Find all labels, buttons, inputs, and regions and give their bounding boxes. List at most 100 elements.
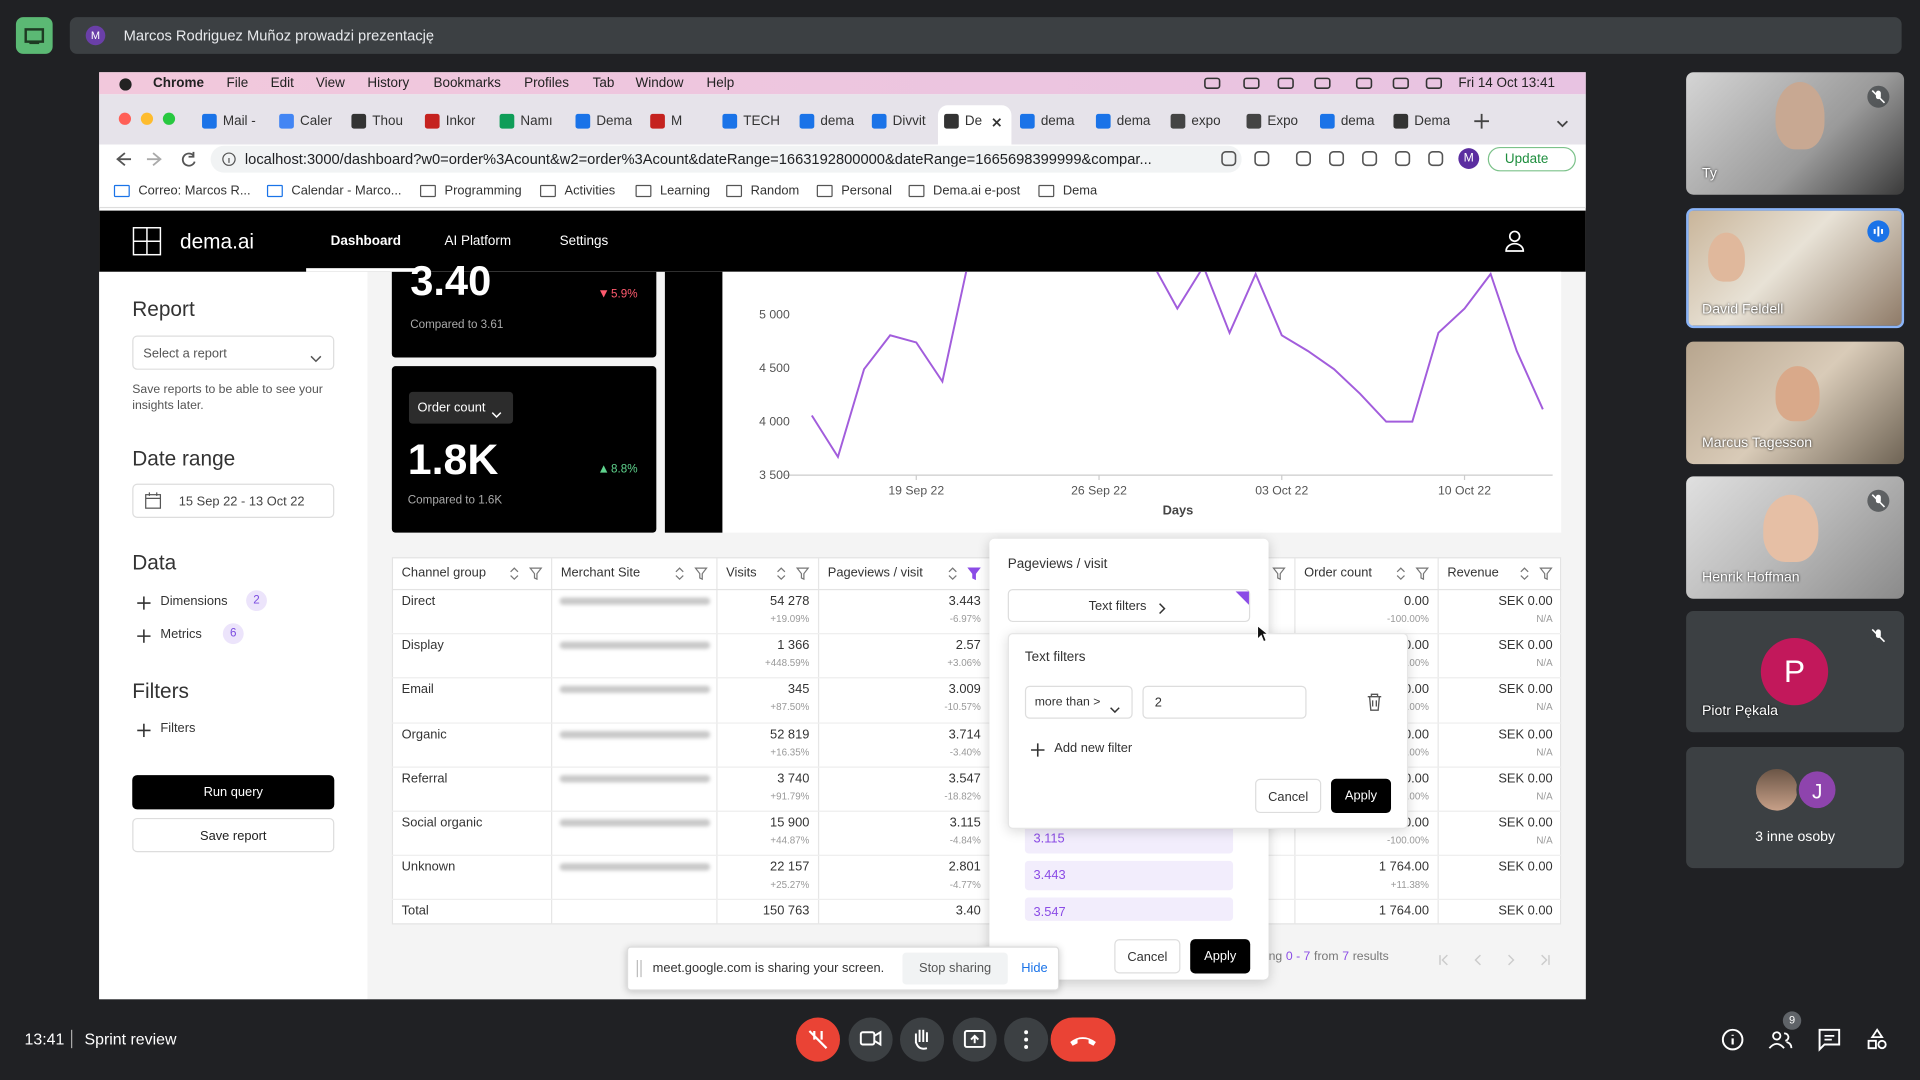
column-header[interactable]: Pageviews / visit (827, 565, 923, 581)
menu-item[interactable]: Window (635, 75, 684, 91)
tab-title[interactable]: Expo (1267, 115, 1299, 129)
tab-title[interactable]: expo (1191, 115, 1221, 129)
window-button[interactable] (140, 112, 154, 125)
menu-item[interactable]: Help (706, 75, 735, 91)
column-header[interactable]: Order count (1304, 565, 1372, 581)
sort-icon[interactable] (1396, 566, 1406, 581)
tab-title[interactable]: dema (1116, 115, 1151, 129)
tab-menu[interactable] (1555, 115, 1570, 128)
toolbar-icon[interactable] (1254, 151, 1270, 167)
delete-icon[interactable] (1367, 693, 1383, 711)
leave-call[interactable] (1050, 1017, 1116, 1062)
menu-item[interactable]: Chrome (153, 75, 204, 91)
sidebar-link[interactable]: Metrics (160, 626, 202, 642)
bookmark[interactable]: Activities (564, 183, 616, 199)
stop-sharing[interactable]: Stop sharing (902, 952, 1008, 985)
bookmark[interactable]: Random (750, 183, 800, 199)
profile-avatar[interactable]: M (1458, 148, 1480, 169)
menu-item[interactable]: Edit (270, 75, 294, 91)
toolbar-icon[interactable] (1295, 151, 1312, 167)
sort-icon[interactable] (509, 566, 519, 581)
metric-selector[interactable]: Order count (408, 391, 514, 424)
sort-icon[interactable] (776, 566, 786, 581)
column-header[interactable]: Revenue (1447, 565, 1499, 581)
tab-title[interactable]: dema (1340, 115, 1375, 129)
window-button[interactable] (162, 112, 176, 125)
tab-title[interactable]: Mail - (222, 115, 256, 129)
menu-item[interactable]: Bookmarks (433, 75, 501, 91)
page-button[interactable] (1439, 951, 1451, 966)
bookmark[interactable]: Programming (444, 183, 522, 199)
nav-button[interactable] (179, 151, 199, 168)
filter-icon[interactable] (967, 566, 981, 581)
menu-item[interactable]: Tab (592, 75, 615, 91)
report-select[interactable]: Select a report (132, 335, 335, 370)
menu-item[interactable]: File (226, 75, 249, 91)
filter-icon[interactable] (795, 566, 810, 581)
menu-item[interactable]: Profiles (524, 75, 570, 91)
bookmark[interactable]: Dema (1062, 183, 1098, 199)
toolbar-icon[interactable] (1362, 151, 1378, 167)
side-control[interactable] (1768, 1027, 1793, 1051)
menu-item[interactable]: History (367, 75, 410, 91)
add-filter[interactable]: Add new filter (1054, 740, 1133, 756)
hide-link[interactable]: Hide (1021, 961, 1048, 976)
update-button[interactable]: Update (1487, 146, 1576, 172)
column-header[interactable]: Visits (726, 565, 757, 581)
side-control[interactable] (1817, 1027, 1841, 1052)
filter-icon[interactable] (1539, 566, 1553, 581)
apply-button[interactable]: Apply (1190, 939, 1251, 974)
bookmark[interactable]: Correo: Marcos R... (138, 183, 251, 199)
bookmark[interactable]: Learning (659, 183, 711, 199)
call-control[interactable] (795, 1017, 840, 1062)
column-header[interactable]: Channel group (401, 565, 486, 581)
menu-item[interactable]: View (315, 75, 345, 91)
filter-icon[interactable] (528, 566, 543, 581)
bookmark[interactable]: Dema.ai e-post (933, 183, 1021, 199)
filter-icon[interactable] (1415, 566, 1430, 581)
nav-link[interactable]: AI Platform (444, 233, 512, 249)
sort-icon[interactable] (675, 566, 685, 581)
user-icon[interactable] (1505, 230, 1525, 252)
tab-title[interactable]: Divvit (892, 115, 926, 129)
tab-title[interactable]: dema (820, 115, 855, 129)
nav-link[interactable]: Dashboard (330, 233, 401, 249)
call-control[interactable] (848, 1017, 893, 1062)
tab-close[interactable] (989, 115, 1004, 130)
cancel-button[interactable]: Cancel (1114, 939, 1181, 974)
tab-title[interactable]: Dema (1414, 115, 1451, 129)
tab-title[interactable]: De (964, 115, 983, 129)
tab-title[interactable]: TECH (743, 115, 780, 129)
apply-button[interactable]: Apply (1331, 778, 1392, 814)
filter-icon[interactable] (1272, 566, 1286, 581)
column-header[interactable]: Merchant Site (560, 565, 641, 581)
sidebar-link[interactable]: Filters (160, 721, 196, 736)
tab-title[interactable]: Thou (372, 115, 403, 129)
new-tab[interactable] (1473, 113, 1490, 130)
operator-select[interactable]: more than > (1024, 685, 1133, 719)
date-picker[interactable]: 15 Sep 22 - 13 Oct 22 (132, 483, 335, 518)
tab-title[interactable]: dema (1040, 115, 1075, 129)
window-button[interactable] (118, 112, 132, 125)
tab-title[interactable]: Dema (596, 115, 633, 129)
tab-title[interactable]: Caler (299, 115, 333, 129)
toolbar-icon[interactable] (1428, 151, 1444, 167)
nav-button[interactable] (146, 151, 166, 168)
sort-icon[interactable] (1520, 566, 1530, 581)
page-button[interactable] (1505, 951, 1517, 966)
tab-title[interactable]: Inkor (445, 115, 476, 129)
page-button[interactable] (1538, 951, 1550, 966)
run-button[interactable]: Run query (132, 775, 335, 810)
side-control[interactable] (1865, 1027, 1889, 1051)
cancel-button[interactable]: Cancel (1255, 778, 1322, 814)
url-bar[interactable] (210, 145, 1242, 173)
bookmark[interactable]: Personal (841, 183, 892, 199)
page-button[interactable] (1472, 951, 1484, 966)
call-control[interactable] (899, 1017, 945, 1062)
bookmark[interactable]: Calendar - Marco... (291, 183, 402, 199)
save-button[interactable]: Save report (132, 817, 335, 853)
call-control[interactable] (952, 1017, 997, 1062)
value-option[interactable] (1024, 897, 1234, 921)
nav-button[interactable] (113, 151, 133, 168)
sidebar-link[interactable]: Dimensions (160, 593, 228, 609)
